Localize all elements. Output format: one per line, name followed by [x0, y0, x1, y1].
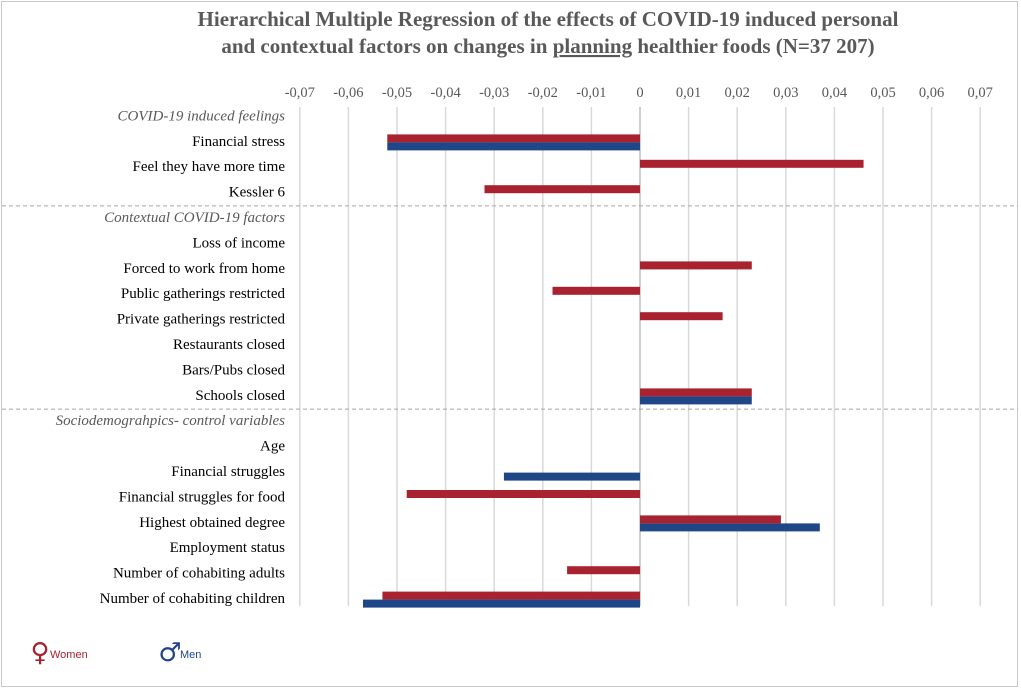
legend-label-women: Women [50, 649, 88, 661]
bar-women [387, 134, 640, 143]
x-tick-label: 0,05 [870, 85, 895, 101]
x-tick-label: 0,06 [919, 85, 944, 101]
legend: ♀ Women ♂Men [30, 638, 201, 668]
section-title: Sociodemograhpics- control variables [56, 413, 286, 429]
x-tick-label: -0,07 [285, 85, 315, 101]
legend-label-men: Men [180, 649, 201, 661]
bar-men [640, 396, 752, 405]
category-label: Financial struggles for food [119, 489, 286, 505]
title-emphasis: planning [553, 34, 633, 58]
section-title: Contextual COVID-19 factors [104, 210, 285, 226]
x-tick-label: 0,04 [822, 85, 848, 101]
bar-men [387, 142, 640, 151]
x-tick-label: 0,01 [676, 85, 701, 101]
bar-women [640, 388, 752, 397]
category-label: Schools closed [195, 388, 285, 404]
bar-women [567, 566, 640, 575]
category-label: Financial stress [192, 134, 285, 150]
bar-men [640, 523, 820, 532]
x-axis-tick-labels: -0,07 -0,06 -0,05 -0,04 -0,03 -0,02 -0,01 0 0,01… [285, 85, 993, 101]
category-label: Number of cohabiting adults [113, 566, 285, 582]
category-label: Restaurants closed [173, 337, 286, 353]
x-tick-label: -0,03 [479, 85, 509, 101]
category-label: Bars/Pubs closed [182, 362, 285, 378]
x-tick-label: 0 [636, 85, 643, 101]
bars [362, 134, 864, 608]
bar-men [503, 472, 640, 481]
x-tick-label: -0,04 [430, 85, 461, 101]
category-label: Loss of income [193, 235, 286, 251]
bar-women [552, 286, 640, 295]
x-tick-label: -0,05 [382, 85, 412, 101]
category-label: Age [260, 439, 285, 455]
chart-title-line-1: Hierarchical Multiple Regression of the … [198, 7, 899, 31]
category-label: Feel they have more time [133, 159, 286, 175]
chart-title-line-2: and contextual factors on changes in pla… [221, 34, 874, 58]
x-tick-label: -0,02 [528, 85, 558, 101]
category-label: Number of cohabiting children [100, 591, 286, 607]
bar-women [640, 159, 864, 168]
x-tick-label: 0,02 [725, 85, 750, 101]
x-tick-label: -0,06 [333, 85, 363, 101]
category-label: Financial struggles [171, 464, 285, 480]
category-label: Private gatherings restricted [117, 312, 286, 328]
category-label: Forced to work from home [123, 261, 285, 277]
category-label: Employment status [170, 540, 286, 556]
bar-women [382, 591, 640, 600]
category-label: Highest obtained degree [139, 515, 285, 531]
bar-women [640, 261, 752, 270]
bar-men [362, 599, 640, 608]
category-label: Kessler 6 [229, 185, 286, 201]
section-title: COVID-19 induced feelings [118, 108, 286, 124]
bar-women [406, 490, 640, 498]
x-tick-label: 0,03 [773, 85, 798, 101]
female-symbol-icon: ♀ [30, 638, 49, 668]
bar-women [640, 312, 723, 321]
male-symbol-icon: ♂ [158, 638, 181, 668]
bar-women [640, 515, 781, 524]
row-labels: COVID-19 induced feelings Financial stres… [56, 108, 286, 607]
bar-women [484, 185, 640, 194]
x-tick-label: -0,01 [576, 85, 606, 101]
category-label: Public gatherings restricted [121, 286, 286, 302]
section-dividers [2, 205, 1018, 410]
x-tick-label: 0,07 [968, 85, 993, 101]
